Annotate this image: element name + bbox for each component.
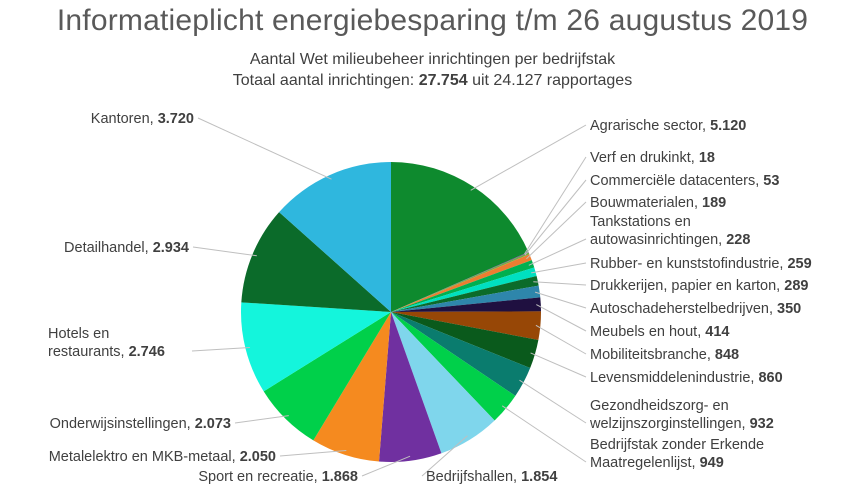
data-label-levensmiddelenindustrie: Levensmiddelenindustrie, 860 [590,370,783,386]
pie-slice-verf-en-drukinkt [391,251,529,312]
leader-line-commerciele-datacenters [524,179,587,256]
leader-line-bedrijfshallen [421,435,468,477]
pie-slice-commerciele-datacenters [391,252,530,312]
data-label-kantoren: Kantoren, 3.720 [91,111,194,127]
leader-line-bouwmaterialen [526,201,587,260]
pie-slice-rubber-en-kunststofindustrie [391,267,537,312]
total-suffix: uit 24.127 rapportages [472,72,633,89]
data-label-tankstations-en-autowasinrichtingen: Tankstations en autowasinrichtingen, 228 [590,214,750,248]
leader-line-verf-en-drukinkt [524,156,587,255]
data-label-meubels-en-hout: Meubels en hout, 414 [590,324,729,340]
leader-line-mobiliteitsbranche [535,324,587,355]
data-label-commerciele-datacenters: Commerciële datacenters, 53 [590,173,779,189]
leader-line-levensmiddelenindustrie [530,352,587,378]
leader-line-kantoren [197,117,332,180]
data-label-mobiliteitsbranche: Mobiliteitsbranche, 848 [590,347,739,363]
leader-line-rubber-en-kunststofindustrie [531,262,587,274]
data-label-bouwmaterialen: Bouwmaterialen, 189 [590,195,726,211]
data-labels: Agrarische sector, 5.120 Verf en drukinkt… [48,111,812,485]
data-label-onderwijsinstellingen: Onderwijsinstellingen, 2.073 [50,416,231,432]
pie-slice-hotels-en-restaurants [240,302,391,392]
data-label-bedrijfstak-zonder-erkende-maatregelenlijst: Bedrijfstak zonder Erkende Maatregelenlij… [590,437,764,471]
pie-slice-sport-en-recreatie [378,312,442,463]
pie-slice-mobiliteitsbranche [391,311,542,340]
leader-line-gezondheidszorg-en-welzijnszorginstellingen [519,379,587,424]
leader-line-sport-en-recreatie [361,455,411,477]
pie-slice-kantoren [279,162,391,312]
leader-line-tankstations-en-autowasinrichtingen [528,238,587,266]
leader-line-hotels-en-restaurants [191,347,250,352]
pie-slice-detailhandel [241,212,391,312]
pie-slices [240,162,542,463]
chart-total-line: Totaal aantal inrichtingen: 27.754 uit 2… [110,72,755,90]
data-label-drukkerijen-papier-en-karton: Drukkerijen, papier en karton, 289 [590,278,808,294]
leader-line-agrarische-sector [470,124,587,191]
pie-slice-bouwmaterialen [391,254,532,312]
data-label-gezondheidszorg-en-welzijnszorginstellingen: Gezondheidszorg- en welzijnszorginstellin… [589,398,774,432]
pie-slice-bedrijfshallen [391,312,495,454]
pie-slice-metalelektro-en-mkb-metaal [313,312,391,462]
leader-line-meubels-en-hout [536,304,587,332]
data-label-sport-en-recreatie: Sport en recreatie, 1.868 [198,469,358,485]
pie-slice-gezondheidszorg-en-welzijnszorginstellingen [391,312,531,396]
chart-title: Informatieplicht energiebesparing t/m 26… [56,4,809,37]
data-label-verf-en-drukinkt: Verf en drukinkt, 18 [590,150,715,166]
leader-lines [191,117,587,477]
leader-line-autoschadeherstelbedrijven [534,291,587,309]
pie-slice-onderwijsinstellingen [263,312,391,441]
data-label-hotels-en-restaurants: Hotels en restaurants, 2.746 [48,326,165,360]
pie-slice-levensmiddelenindustrie [391,312,539,368]
leader-line-metalelektro-en-mkb-metaal [279,450,347,457]
pie-slice-drukkerijen-papier-en-karton [391,275,539,312]
total-value: 27.754 [418,72,468,89]
total-prefix: Totaal aantal inrichtingen: [232,72,415,89]
data-label-autoschadeherstelbedrijven: Autoschadeherstelbedrijven, 350 [590,301,801,317]
leader-line-onderwijsinstellingen [234,415,289,424]
data-label-metalelektro-en-mkb-metaal: Metalelektro en MKB-metaal, 2.050 [49,449,276,465]
chart-subtitle: Aantal Wet milieubeheer inrichtingen per… [249,51,616,68]
leader-line-detailhandel [192,246,257,257]
leader-line-bedrijfstak-zonder-erkende-maatregelenlijst [501,405,587,463]
data-label-detailhandel: Detailhandel, 2.934 [64,240,189,256]
data-label-bedrijfshallen: Bedrijfshallen, 1.854 [426,469,557,485]
pie-slice-agrarische-sector [391,162,529,312]
data-label-rubber-en-kunststofindustrie: Rubber- en kunststofindustrie, 259 [590,256,812,272]
data-label-agrarische-sector: Agrarische sector, 5.120 [590,118,746,134]
pie-slice-autoschadeherstelbedrijven [391,285,541,312]
pie-slice-tankstations-en-autowasinrichtingen [391,260,535,312]
pie-slice-bedrijfstak-zonder-erkende-maatregelenlijst [391,312,516,421]
leader-line-drukkerijen-papier-en-karton [533,281,587,286]
pie-slice-meubels-en-hout [391,297,541,312]
